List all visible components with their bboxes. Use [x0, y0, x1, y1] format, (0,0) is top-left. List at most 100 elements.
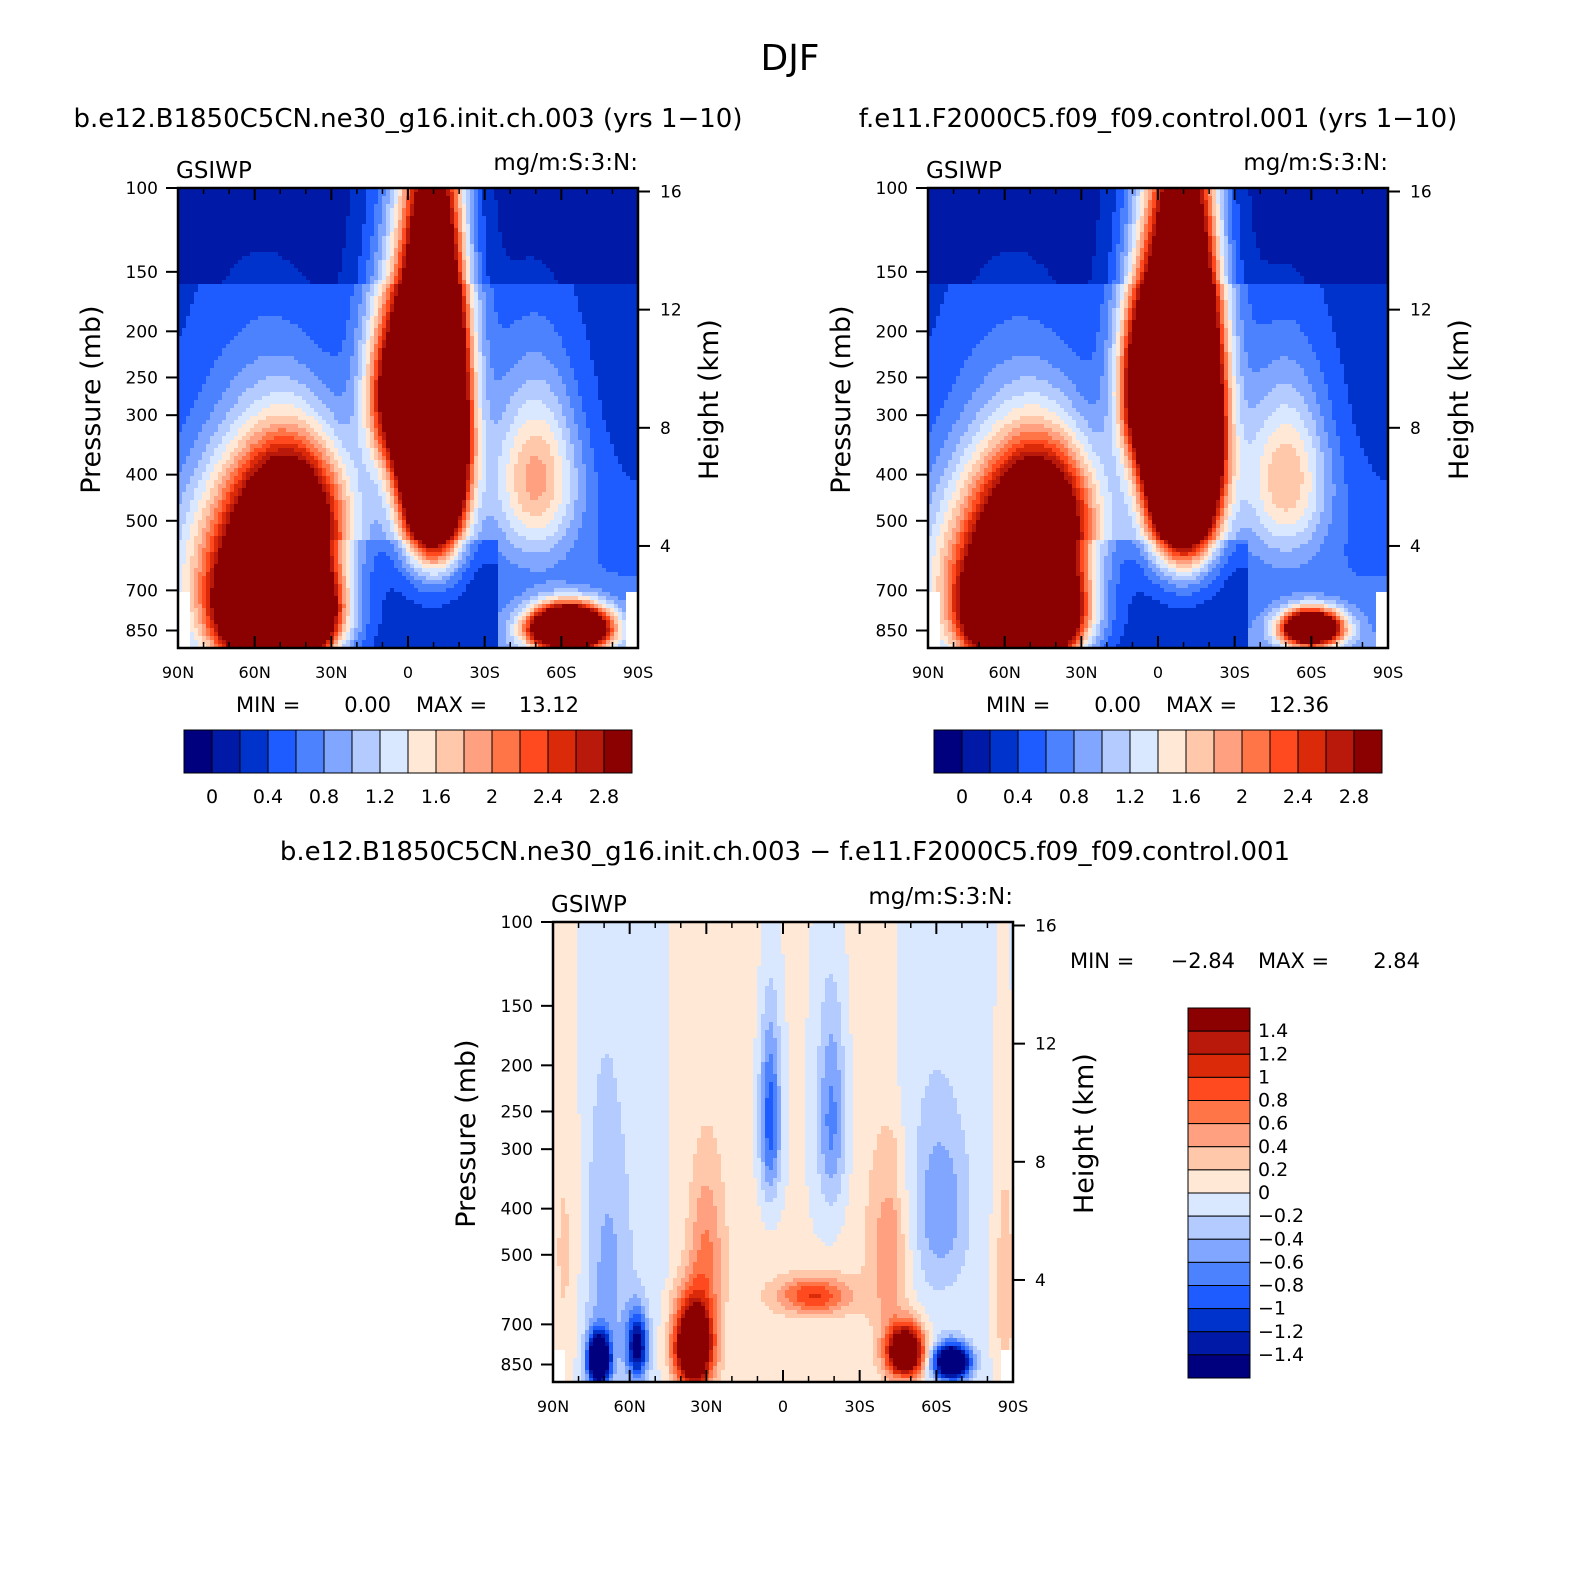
field-cell [326, 296, 331, 301]
field-cell [266, 256, 271, 261]
field-cell [498, 200, 503, 205]
field-cell [266, 200, 271, 205]
field-cell [362, 328, 367, 333]
field-cell [338, 212, 343, 217]
field-cell [430, 348, 435, 353]
field-cell [410, 244, 415, 249]
field-cell [514, 344, 519, 349]
field-cell [306, 228, 311, 233]
field-cell [346, 304, 351, 309]
field-cell [358, 304, 363, 309]
field-cell [314, 332, 319, 337]
field-cell [266, 300, 271, 305]
field-cell [570, 280, 575, 285]
field-cell [298, 288, 303, 293]
field-cell [242, 336, 247, 341]
field-cell [318, 248, 323, 253]
field-cell [438, 256, 443, 261]
field-cell [634, 276, 638, 281]
field-cell [398, 240, 403, 245]
field-cell [346, 244, 351, 249]
field-cell [430, 248, 435, 253]
field-cell [534, 252, 539, 257]
field-cell [354, 200, 359, 205]
field-cell [206, 344, 211, 349]
field-cell [458, 284, 463, 289]
field-cell [454, 356, 459, 361]
field-cell [442, 292, 447, 297]
field-cell [250, 340, 255, 345]
field-cell [586, 316, 591, 321]
field-cell [386, 292, 391, 297]
field-cell [198, 192, 203, 197]
field-cell [634, 356, 638, 361]
field-cell [458, 208, 463, 213]
field-cell [566, 320, 571, 325]
field-cell [570, 324, 575, 329]
field-cell [198, 316, 203, 321]
field-cell [286, 244, 291, 249]
field-cell [482, 336, 487, 341]
field-cell [434, 256, 439, 261]
field-cell [490, 332, 495, 337]
field-cell [590, 212, 595, 217]
field-cell [586, 260, 591, 265]
field-cell [594, 240, 599, 245]
field-cell [598, 304, 603, 309]
field-cell [506, 252, 511, 257]
field-cell [334, 244, 339, 249]
field-cell [346, 196, 351, 201]
field-cell [362, 336, 367, 341]
field-cell [386, 316, 391, 321]
field-cell [526, 256, 531, 261]
field-cell [430, 208, 435, 213]
field-cell [422, 188, 427, 193]
field-cell [358, 316, 363, 321]
field-cell [622, 192, 627, 197]
field-cell [298, 216, 303, 221]
field-cell [558, 264, 563, 269]
field-cell [542, 292, 547, 297]
field-cell [234, 204, 239, 209]
field-cell [630, 340, 635, 345]
field-cell [198, 208, 203, 213]
field-cell [278, 244, 283, 249]
field-cell [242, 316, 247, 321]
field-cell [378, 196, 383, 201]
field-cell [490, 312, 495, 317]
field-cell [226, 236, 231, 241]
field-cell [522, 320, 527, 325]
field-cell [198, 320, 203, 325]
field-cell [434, 268, 439, 273]
field-cell [610, 212, 615, 217]
field-cell [190, 320, 195, 325]
field-cell [502, 232, 507, 237]
field-cell [418, 220, 423, 225]
field-cell [634, 208, 638, 213]
field-cell [198, 268, 203, 273]
field-cell [498, 224, 503, 229]
field-cell [218, 220, 223, 225]
field-cell [338, 344, 343, 349]
field-cell [518, 196, 523, 201]
field-cell [314, 360, 319, 365]
field-cell [198, 216, 203, 221]
field-cell [386, 192, 391, 197]
field-cell [246, 348, 251, 353]
field-cell [574, 356, 579, 361]
field-cell [386, 248, 391, 253]
field-cell [630, 264, 635, 269]
field-cell [402, 280, 407, 285]
field-cell [582, 256, 587, 261]
field-cell [542, 304, 547, 309]
field-cell [270, 284, 275, 289]
field-cell [466, 228, 471, 233]
field-cell [546, 284, 551, 289]
field-cell [510, 292, 515, 297]
field-cell [342, 352, 347, 357]
field-cell [306, 280, 311, 285]
field-cell [302, 308, 307, 313]
field-cell [306, 268, 311, 273]
field-cell [338, 332, 343, 337]
field-cell [478, 208, 483, 213]
